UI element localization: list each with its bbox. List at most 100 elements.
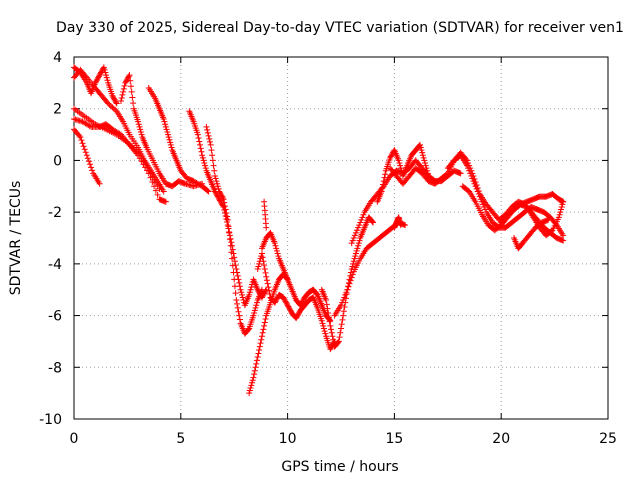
- data-point: [110, 94, 117, 101]
- data-point: [352, 229, 359, 236]
- data-point: [360, 211, 367, 218]
- data-point: [471, 175, 478, 182]
- data-point: [355, 224, 362, 231]
- data-point: [86, 122, 93, 129]
- data-point: [253, 357, 260, 364]
- data-point: [482, 206, 489, 213]
- data-point: [262, 316, 269, 323]
- data-point: [342, 291, 349, 298]
- data-point: [121, 82, 128, 89]
- series-track-10: [258, 229, 334, 324]
- data-point: [167, 139, 174, 146]
- series-track-3: [71, 116, 169, 205]
- data-point: [387, 153, 394, 160]
- data-point: [352, 253, 359, 260]
- data-point: [370, 219, 377, 226]
- data-point: [321, 328, 328, 335]
- data-point: [378, 188, 385, 195]
- data-point: [223, 216, 230, 223]
- data-point: [81, 146, 88, 153]
- data-point: [271, 240, 278, 247]
- data-point: [351, 255, 358, 262]
- data-point: [555, 214, 562, 221]
- data-point: [340, 312, 347, 319]
- y-axis-label: SDTVAR / TECUs: [8, 181, 24, 296]
- data-point: [97, 70, 104, 77]
- tick-label-x: 5: [176, 431, 185, 447]
- data-point: [227, 242, 234, 249]
- data-point: [329, 333, 336, 340]
- tick-label-y: 2: [53, 102, 62, 118]
- data-point: [295, 309, 302, 316]
- data-point: [253, 299, 260, 306]
- data-point: [162, 198, 169, 205]
- data-point: [350, 258, 357, 265]
- data-point: [467, 165, 474, 172]
- data-point: [212, 175, 219, 182]
- data-point: [93, 78, 100, 85]
- data-point: [338, 302, 344, 309]
- data-point: [351, 232, 358, 239]
- series-track-21: [498, 191, 567, 226]
- data-point: [248, 382, 255, 389]
- data-point: [117, 97, 124, 104]
- data-point: [251, 367, 258, 374]
- data-point: [84, 155, 91, 162]
- data-point: [255, 263, 262, 270]
- data-point: [283, 275, 290, 282]
- data-point: [215, 185, 222, 192]
- data-point: [236, 279, 243, 286]
- data-point: [252, 364, 259, 371]
- data-point: [263, 273, 270, 280]
- data-point: [327, 346, 334, 353]
- data-point: [260, 258, 267, 265]
- data-point: [294, 312, 301, 319]
- data-point: [262, 269, 269, 276]
- data-point: [216, 188, 223, 195]
- data-point: [472, 178, 479, 185]
- data-point: [204, 126, 211, 133]
- data-point: [379, 185, 386, 192]
- data-point: [417, 144, 424, 151]
- data-point: [125, 74, 132, 81]
- data-point: [96, 72, 103, 79]
- data-point: [336, 334, 343, 341]
- data-point: [293, 315, 300, 322]
- data-point: [109, 92, 116, 99]
- data-point: [161, 118, 168, 125]
- data-point: [166, 136, 173, 143]
- data-point: [208, 147, 215, 154]
- data-point: [443, 171, 450, 178]
- data-point: [246, 387, 253, 394]
- data-point: [217, 198, 224, 205]
- data-point: [545, 216, 552, 223]
- data-point: [266, 287, 273, 294]
- data-point: [286, 304, 293, 311]
- data-point: [258, 286, 265, 293]
- data-point: [560, 237, 567, 244]
- data-point: [423, 165, 430, 172]
- tick-label-y: 4: [53, 50, 62, 66]
- data-point: [349, 237, 356, 244]
- series-track-13: [261, 198, 270, 231]
- data-point: [137, 128, 144, 135]
- data-point: [100, 64, 107, 71]
- series-track-8: [186, 108, 270, 309]
- data-point: [330, 336, 337, 343]
- series-track-9: [203, 123, 265, 337]
- data-point: [343, 289, 350, 296]
- data-point: [420, 154, 427, 161]
- data-point: [135, 121, 142, 128]
- data-point: [355, 240, 362, 247]
- data-point: [108, 103, 115, 110]
- data-point: [162, 121, 169, 128]
- data-point: [380, 181, 387, 188]
- data-point: [339, 316, 346, 323]
- data-point: [199, 154, 206, 161]
- data-point: [222, 206, 229, 213]
- data-point: [283, 300, 290, 307]
- data-point: [87, 161, 94, 168]
- data-point: [348, 240, 355, 247]
- data-point: [325, 314, 332, 321]
- data-point: [424, 167, 431, 174]
